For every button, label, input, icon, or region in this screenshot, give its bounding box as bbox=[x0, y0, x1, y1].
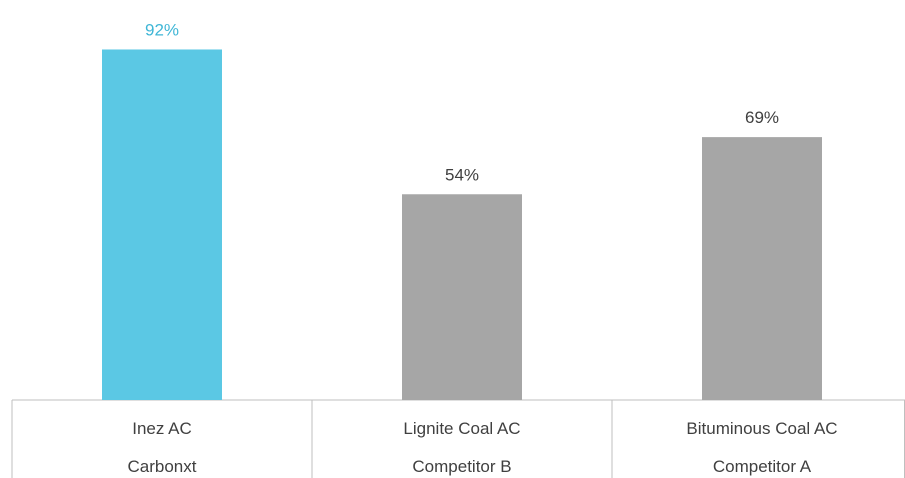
data-label: 92% bbox=[145, 20, 179, 39]
category-tick-label: Lignite Coal AC bbox=[403, 419, 520, 438]
category-group-label: Competitor A bbox=[713, 457, 812, 476]
bar bbox=[402, 194, 522, 400]
data-label: 54% bbox=[445, 165, 479, 184]
labels-layer: 92% Inez AC Carbonxt 54% Lignite Coal AC Comp… bbox=[128, 20, 838, 476]
category-tick-label: Bituminous Coal AC bbox=[686, 419, 837, 438]
bar bbox=[102, 49, 222, 400]
bars-layer bbox=[102, 49, 822, 401]
bar bbox=[702, 137, 822, 401]
category-group-label: Carbonxt bbox=[128, 457, 197, 476]
data-label: 69% bbox=[745, 108, 779, 127]
category-tick-label: Inez AC bbox=[132, 419, 192, 438]
category-group-label: Competitor B bbox=[412, 457, 511, 476]
